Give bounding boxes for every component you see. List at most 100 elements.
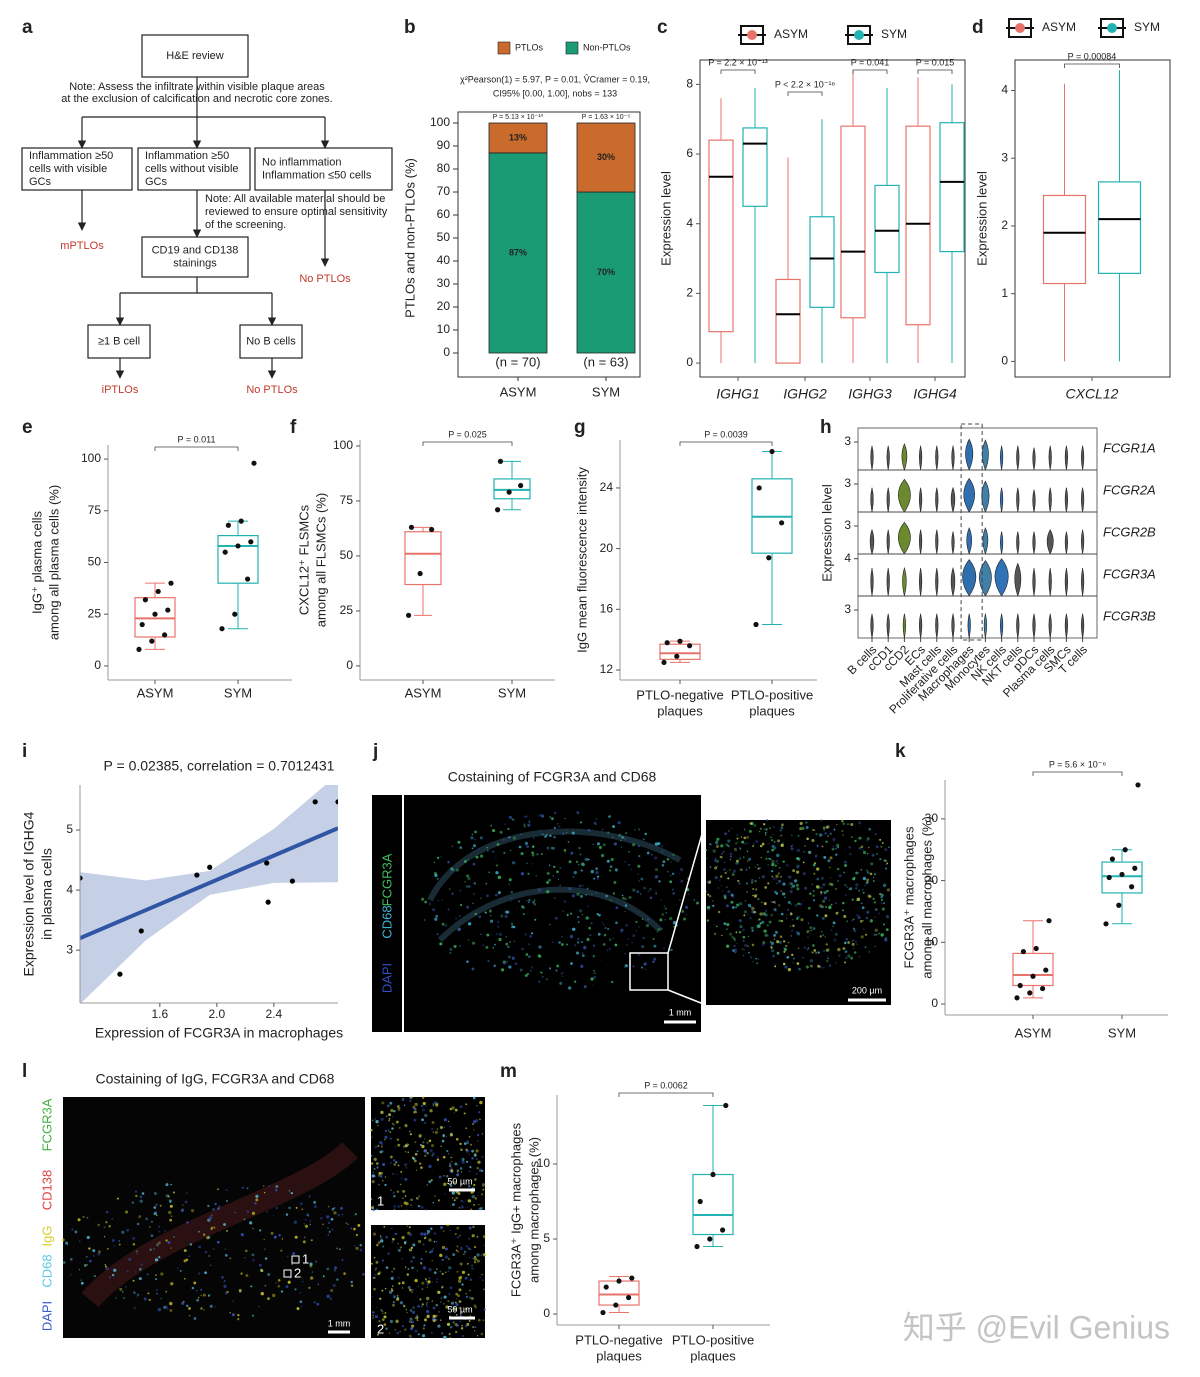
texture [627, 938, 629, 940]
texture [866, 852, 869, 855]
texture [615, 921, 618, 925]
texture [764, 831, 767, 834]
texture [807, 850, 812, 854]
texture [741, 928, 745, 932]
texture [764, 885, 768, 889]
texture [428, 902, 432, 906]
violin [1032, 531, 1036, 555]
texture [224, 1253, 228, 1257]
texture [425, 1280, 428, 1282]
texture [743, 914, 746, 917]
texture [475, 1149, 479, 1153]
texture [395, 1161, 398, 1164]
texture [782, 882, 786, 886]
texture [865, 869, 868, 872]
texture [447, 1120, 450, 1123]
texture [856, 837, 859, 840]
texture [427, 1280, 431, 1284]
texture [458, 1288, 462, 1292]
texture [724, 897, 727, 900]
texture [196, 1289, 198, 1292]
texture [842, 901, 845, 905]
texture [179, 1270, 182, 1272]
texture [636, 890, 640, 893]
texture [420, 1263, 423, 1265]
texture [624, 860, 627, 863]
texture [445, 1271, 447, 1273]
texture [455, 868, 459, 872]
texture [724, 871, 727, 875]
texture [480, 1206, 483, 1210]
texture [647, 890, 651, 893]
texture [402, 1304, 406, 1308]
texture [821, 845, 824, 848]
texture [628, 850, 630, 853]
texture [433, 1240, 436, 1243]
texture [316, 1302, 320, 1306]
texture [80, 1279, 82, 1281]
flow-node-text: cells with visible [29, 163, 107, 175]
texture [422, 1327, 425, 1330]
y-tick-label: 25 [88, 606, 102, 620]
texture [440, 1145, 442, 1148]
texture [372, 1311, 375, 1314]
texture [461, 1324, 463, 1327]
y-axis-label: among all FLSMCs (%) [313, 493, 328, 627]
texture [796, 917, 799, 920]
legend-swatch [854, 30, 864, 40]
fit-line [80, 826, 338, 940]
texture [680, 879, 684, 883]
texture [459, 1320, 461, 1323]
texture [780, 912, 784, 916]
texture [459, 1246, 464, 1251]
texture [341, 1213, 344, 1216]
texture [556, 870, 559, 874]
texture [116, 1197, 119, 1200]
texture [461, 1283, 464, 1286]
x-tick-label: plaques [690, 1348, 736, 1363]
texture [616, 900, 618, 903]
texture [767, 863, 770, 866]
violin [919, 529, 923, 555]
texture [734, 848, 738, 852]
texture [224, 1248, 226, 1250]
texture [862, 876, 866, 881]
flow-node-text: stainings [173, 257, 217, 269]
texture [159, 1204, 162, 1207]
data-point [149, 638, 155, 644]
texture [327, 1205, 330, 1208]
texture [809, 892, 812, 895]
p-value: P = 5.13 × 10⁻¹⁰ [493, 113, 544, 121]
texture [303, 1236, 306, 1239]
texture [326, 1215, 330, 1219]
texture [526, 972, 530, 976]
texture [488, 909, 492, 913]
texture [749, 916, 752, 920]
violin [870, 445, 874, 471]
texture [624, 904, 628, 907]
data-point [629, 1275, 635, 1281]
texture [132, 1279, 135, 1282]
texture [380, 1309, 383, 1311]
texture [748, 829, 752, 833]
texture [456, 1173, 460, 1177]
texture [459, 944, 462, 947]
texture [826, 889, 829, 893]
texture [377, 1144, 380, 1147]
texture [479, 1100, 483, 1105]
texture [304, 1224, 309, 1228]
texture [410, 1321, 413, 1324]
texture [471, 1264, 473, 1267]
texture [413, 1118, 417, 1122]
texture [467, 876, 471, 881]
significance-bracket [1064, 63, 1120, 68]
y-tick-label: 0 [931, 996, 938, 1010]
texture [413, 1159, 417, 1163]
texture [380, 1239, 384, 1243]
texture [447, 860, 450, 864]
texture [541, 833, 544, 836]
violin [886, 613, 890, 639]
texture [578, 864, 580, 866]
texture [463, 1112, 466, 1115]
texture [721, 934, 723, 937]
